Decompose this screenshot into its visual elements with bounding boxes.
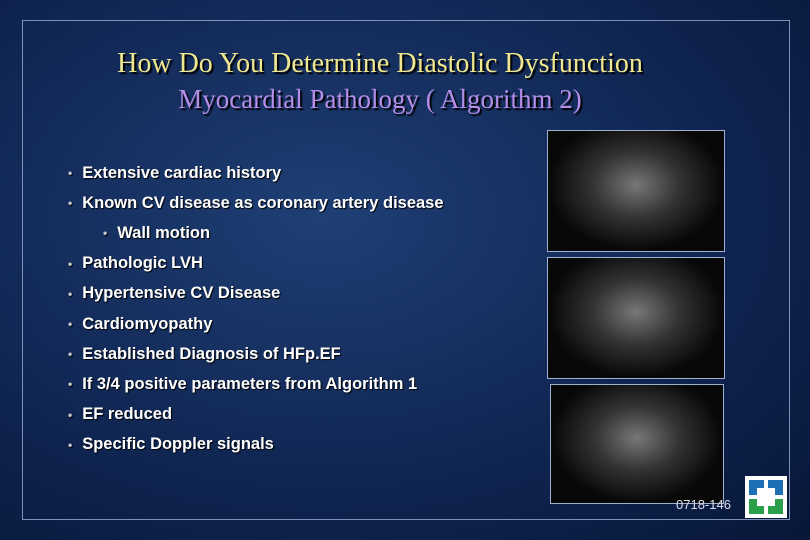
bullet: Established Diagnosis of HFp.EF: [68, 339, 444, 369]
title: How Do You Determine Diastolic Dysfuncti…: [117, 48, 643, 79]
bullet: Specific Doppler signals: [68, 430, 444, 460]
bullet-list: Extensive cardiac historyKnown CV diseas…: [68, 158, 444, 460]
bullet: Hypertensive CV Disease: [68, 279, 444, 309]
bullet: Extensive cardiac history: [68, 158, 444, 188]
echo-image: [547, 130, 725, 252]
bullet: Wall motion: [68, 218, 444, 248]
bullet: If 3/4 positive parameters from Algorith…: [68, 369, 444, 399]
footer-code: 0718-146: [676, 497, 731, 512]
logo: [745, 476, 787, 518]
bullet: Pathologic LVH: [68, 249, 444, 279]
subtitle: Myocardial Pathology ( Algorithm 2): [178, 84, 582, 114]
frame: [22, 20, 790, 520]
bullet: Known CV disease as coronary artery dise…: [68, 188, 443, 218]
echo-image: [550, 384, 724, 504]
bullet: Cardiomyopathy: [68, 309, 444, 339]
echo-image: [547, 257, 725, 379]
bullet: EF reduced: [68, 400, 444, 430]
